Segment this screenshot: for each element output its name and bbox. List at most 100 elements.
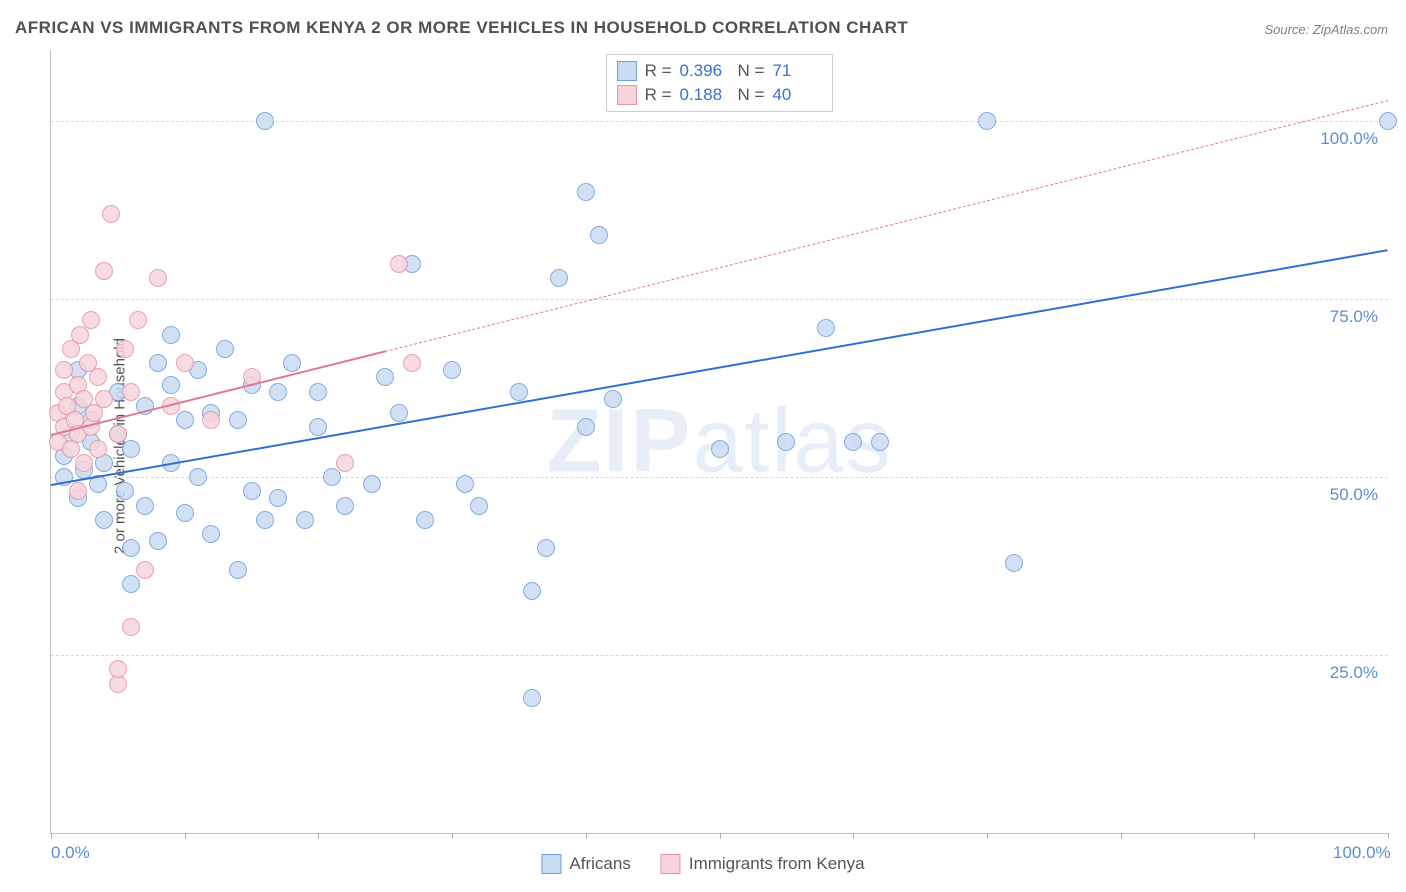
data-point xyxy=(1379,112,1397,130)
data-point xyxy=(323,468,341,486)
data-point xyxy=(189,468,207,486)
stats-row: R =0.396N =71 xyxy=(617,59,823,83)
data-point xyxy=(256,112,274,130)
data-point xyxy=(1005,554,1023,572)
data-point xyxy=(162,326,180,344)
data-point xyxy=(122,539,140,557)
data-point xyxy=(116,340,134,358)
data-point xyxy=(550,269,568,287)
stats-box: R =0.396N =71R =0.188N =40 xyxy=(606,54,834,112)
data-point xyxy=(604,390,622,408)
n-label: N = xyxy=(738,85,765,105)
y-tick-label: 25.0% xyxy=(1330,663,1378,683)
data-point xyxy=(577,418,595,436)
data-point xyxy=(122,618,140,636)
grid-line-h xyxy=(51,655,1388,656)
data-point xyxy=(229,411,247,429)
data-point xyxy=(537,539,555,557)
x-tick xyxy=(720,833,721,839)
trend-line xyxy=(385,100,1388,352)
legend-item: Immigrants from Kenya xyxy=(661,854,865,874)
chart-title: AFRICAN VS IMMIGRANTS FROM KENYA 2 OR MO… xyxy=(15,18,908,38)
data-point xyxy=(95,262,113,280)
data-point xyxy=(978,112,996,130)
data-point xyxy=(55,361,73,379)
data-point xyxy=(336,497,354,515)
data-point xyxy=(202,525,220,543)
data-point xyxy=(711,440,729,458)
data-point xyxy=(109,660,127,678)
data-point xyxy=(229,561,247,579)
data-point xyxy=(269,489,287,507)
x-tick xyxy=(1388,833,1389,839)
data-point xyxy=(216,340,234,358)
x-tick xyxy=(318,833,319,839)
data-point xyxy=(390,255,408,273)
data-point xyxy=(162,376,180,394)
data-point xyxy=(523,689,541,707)
data-point xyxy=(309,418,327,436)
legend-label: Immigrants from Kenya xyxy=(689,854,865,874)
data-point xyxy=(176,411,194,429)
data-point xyxy=(149,354,167,372)
data-point xyxy=(416,511,434,529)
data-point xyxy=(69,482,87,500)
y-tick-label: 75.0% xyxy=(1330,307,1378,327)
data-point xyxy=(523,582,541,600)
legend-item: Africans xyxy=(541,854,630,874)
data-point xyxy=(129,311,147,329)
data-point xyxy=(403,354,421,372)
x-tick xyxy=(1254,833,1255,839)
data-point xyxy=(176,354,194,372)
legend: Africans Immigrants from Kenya xyxy=(541,854,864,874)
x-tick xyxy=(853,833,854,839)
data-point xyxy=(202,411,220,429)
watermark-bold: ZIP xyxy=(546,391,692,491)
x-tick xyxy=(185,833,186,839)
legend-swatch xyxy=(617,61,637,81)
r-label: R = xyxy=(645,61,672,81)
data-point xyxy=(817,319,835,337)
grid-line-h xyxy=(51,121,1388,122)
data-point xyxy=(844,433,862,451)
data-point xyxy=(363,475,381,493)
data-point xyxy=(871,433,889,451)
data-point xyxy=(376,368,394,386)
data-point xyxy=(577,183,595,201)
data-point xyxy=(122,383,140,401)
legend-swatch xyxy=(661,854,681,874)
data-point xyxy=(109,425,127,443)
data-point xyxy=(75,454,93,472)
x-tick-label: 0.0% xyxy=(51,843,90,863)
data-point xyxy=(309,383,327,401)
data-point xyxy=(456,475,474,493)
data-point xyxy=(136,497,154,515)
scatter-chart: ZIPatlas 25.0%50.0%75.0%100.0%0.0%100.0%… xyxy=(50,50,1388,834)
data-point xyxy=(777,433,795,451)
data-point xyxy=(269,383,287,401)
source-attribution: Source: ZipAtlas.com xyxy=(1264,22,1388,37)
x-tick xyxy=(51,833,52,839)
data-point xyxy=(122,440,140,458)
y-tick-label: 50.0% xyxy=(1330,485,1378,505)
grid-line-h xyxy=(51,477,1388,478)
data-point xyxy=(82,311,100,329)
data-point xyxy=(136,561,154,579)
data-point xyxy=(470,497,488,515)
data-point xyxy=(336,454,354,472)
grid-line-h xyxy=(51,299,1388,300)
data-point xyxy=(283,354,301,372)
data-point xyxy=(243,482,261,500)
r-value: 0.188 xyxy=(680,85,730,105)
legend-swatch xyxy=(617,85,637,105)
data-point xyxy=(89,440,107,458)
legend-label: Africans xyxy=(569,854,630,874)
x-tick xyxy=(987,833,988,839)
data-point xyxy=(296,511,314,529)
data-point xyxy=(443,361,461,379)
data-point xyxy=(256,511,274,529)
r-label: R = xyxy=(645,85,672,105)
data-point xyxy=(89,368,107,386)
data-point xyxy=(116,482,134,500)
data-point xyxy=(95,390,113,408)
